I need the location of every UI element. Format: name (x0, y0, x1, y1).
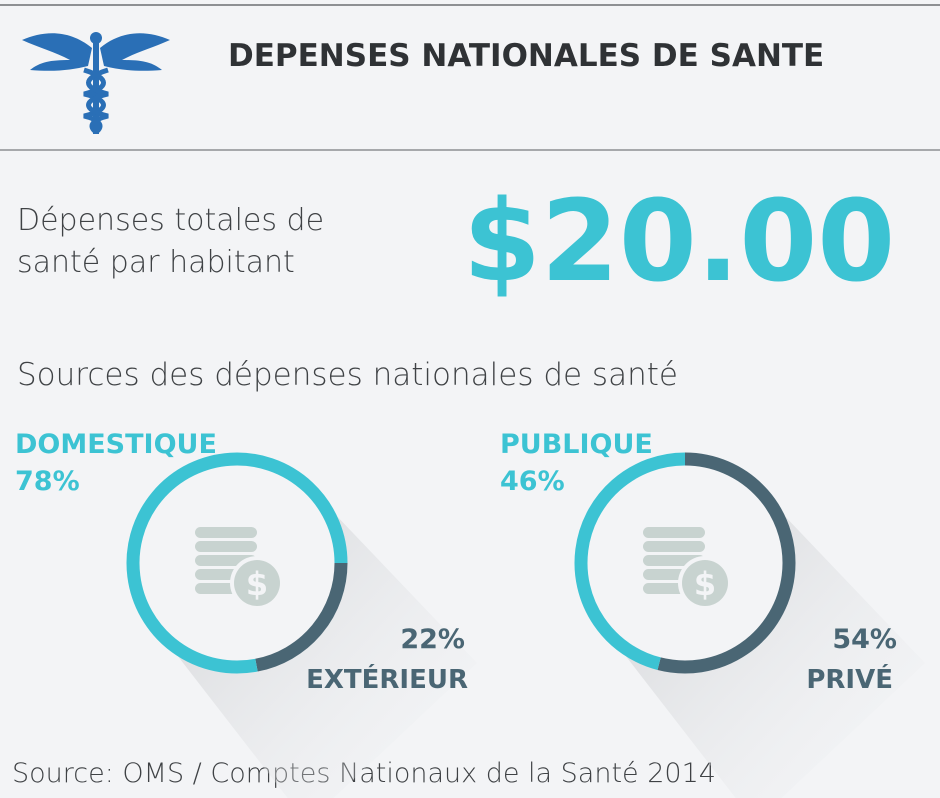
slice-value: 46% (500, 466, 565, 497)
dollar-icon: $ (246, 565, 268, 603)
slice-label: PUBLIQUE (500, 429, 653, 460)
total-label: Dépenses totales de (17, 203, 324, 238)
coin (195, 541, 257, 552)
slice-value: 22% (400, 624, 465, 655)
donut-slice (255, 562, 348, 672)
total-label: santé par habitant (17, 245, 295, 280)
total-value: $20.00 (463, 177, 895, 307)
slice-value: 78% (15, 466, 80, 497)
donut-slice (574, 452, 686, 671)
dollar-icon: $ (694, 565, 716, 603)
slice-label: DOMESTIQUE (15, 429, 217, 460)
coin (643, 527, 705, 538)
donut-slice (657, 452, 796, 674)
coin-front (234, 560, 280, 606)
donut-slice (126, 452, 348, 674)
caduceus-icon (22, 32, 170, 134)
slice-value: 54% (832, 624, 897, 655)
coins-icon: $ (643, 527, 732, 610)
coin (195, 527, 257, 538)
slice-label: EXTÉRIEUR (306, 663, 468, 695)
coins-icon: $ (195, 527, 284, 610)
coin (643, 541, 705, 552)
title: DEPENSES NATIONALES DE SANTE (228, 38, 824, 74)
coin-front (682, 560, 728, 606)
slice-label: PRIVÉ (806, 663, 893, 695)
section-title: Sources des dépenses nationales de santé (17, 357, 678, 393)
